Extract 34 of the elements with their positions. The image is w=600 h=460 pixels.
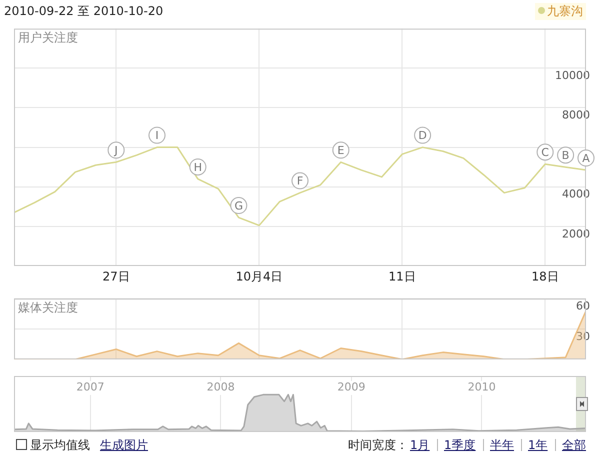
annotation: E: [337, 144, 344, 157]
y-axis-title: 用户关注度: [18, 30, 78, 45]
y-axis-title: 媒体关注度: [18, 300, 78, 315]
x-tick-label: 27日: [102, 269, 130, 284]
text: 1年: [528, 437, 548, 454]
y-tick-label: 2000: [562, 227, 590, 240]
text: 1季度: [444, 437, 476, 454]
annotation: J: [114, 144, 118, 157]
chart-title: 2010-09-22 至 2010-10-20: [4, 3, 164, 20]
annotation: G: [234, 199, 243, 212]
annotation: I: [155, 129, 159, 142]
annotation: B: [562, 148, 570, 162]
text: 生成图片: [100, 437, 148, 454]
annotation: A: [582, 152, 590, 165]
text: 半年: [490, 437, 514, 454]
text: 显示均值线: [30, 437, 90, 454]
annotation: D: [418, 129, 427, 142]
x-tick-label: 18日: [532, 269, 559, 284]
y-tick-label: 4000: [562, 188, 590, 201]
y-tick-label: 10000: [555, 69, 590, 82]
x-tick-label: 11日: [388, 269, 416, 284]
x-tick-label: 2010: [468, 380, 496, 394]
x-tick-label: 2007: [76, 380, 104, 394]
annotation: C: [541, 146, 550, 159]
x-tick-label: 2009: [337, 380, 366, 394]
annotation: H: [194, 160, 202, 174]
text: 1月: [410, 437, 430, 454]
x-tick-label: 10月4日: [236, 269, 283, 284]
text: 时间宽度：: [348, 437, 408, 454]
annotation: F: [296, 174, 304, 188]
y-tick-label: 8000: [562, 108, 590, 122]
legend-label: 九寨沟: [547, 4, 583, 18]
text: 全部: [562, 437, 586, 454]
x-tick-label: 2008: [206, 380, 235, 394]
